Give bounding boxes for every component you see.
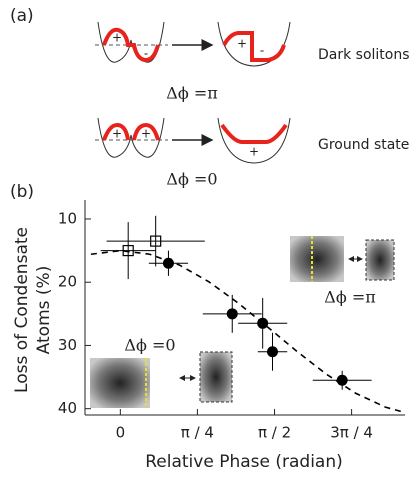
- point: [162, 257, 174, 269]
- point: [266, 346, 278, 358]
- panel-label: (b): [10, 182, 34, 202]
- diagram-dark: [95, 21, 291, 67]
- row-result: Ground state: [318, 137, 409, 153]
- row-result: Dark solitons: [318, 47, 410, 63]
- sign: +: [112, 31, 122, 45]
- point: [336, 374, 348, 386]
- y-tick-label: 20: [58, 273, 77, 291]
- point: [226, 308, 238, 320]
- inset-label: Δϕ =0: [124, 336, 175, 355]
- panel-label: (a): [10, 6, 34, 26]
- y-axis-label-line: Loss of Condensate: [12, 227, 32, 393]
- sign: +: [141, 127, 151, 141]
- row-phase: Δϕ =π: [166, 84, 217, 103]
- diagram-ground: [95, 117, 291, 164]
- x-axis-label: Relative Phase (radian): [145, 452, 343, 472]
- x-tick-label: 3π / 4: [330, 424, 373, 442]
- y-axis-label-line: Atoms (%): [34, 266, 54, 355]
- y-tick-label: 30: [58, 336, 77, 354]
- point: [122, 244, 134, 257]
- y-tick-label: 10: [58, 209, 77, 227]
- x-tick-label: 0: [116, 424, 126, 442]
- row-phase: Δϕ =0: [166, 170, 217, 189]
- x-tick-label: π / 4: [181, 424, 214, 442]
- inset-zero: [90, 351, 233, 408]
- x-tick-label: π / 2: [258, 424, 291, 442]
- fit-curve: [90, 249, 406, 414]
- sign: +: [237, 37, 247, 51]
- sign: +: [249, 145, 259, 159]
- sign: -: [144, 47, 148, 61]
- sign: +: [112, 127, 122, 141]
- point: [257, 317, 269, 329]
- sign: -: [260, 44, 264, 58]
- y-tick-label: 40: [58, 399, 77, 417]
- y-axis-label: Loss of Condensate Atoms (%): [12, 227, 54, 393]
- inset-pi: [290, 236, 395, 282]
- inset-label: Δϕ =π: [324, 288, 375, 307]
- point: [150, 235, 162, 247]
